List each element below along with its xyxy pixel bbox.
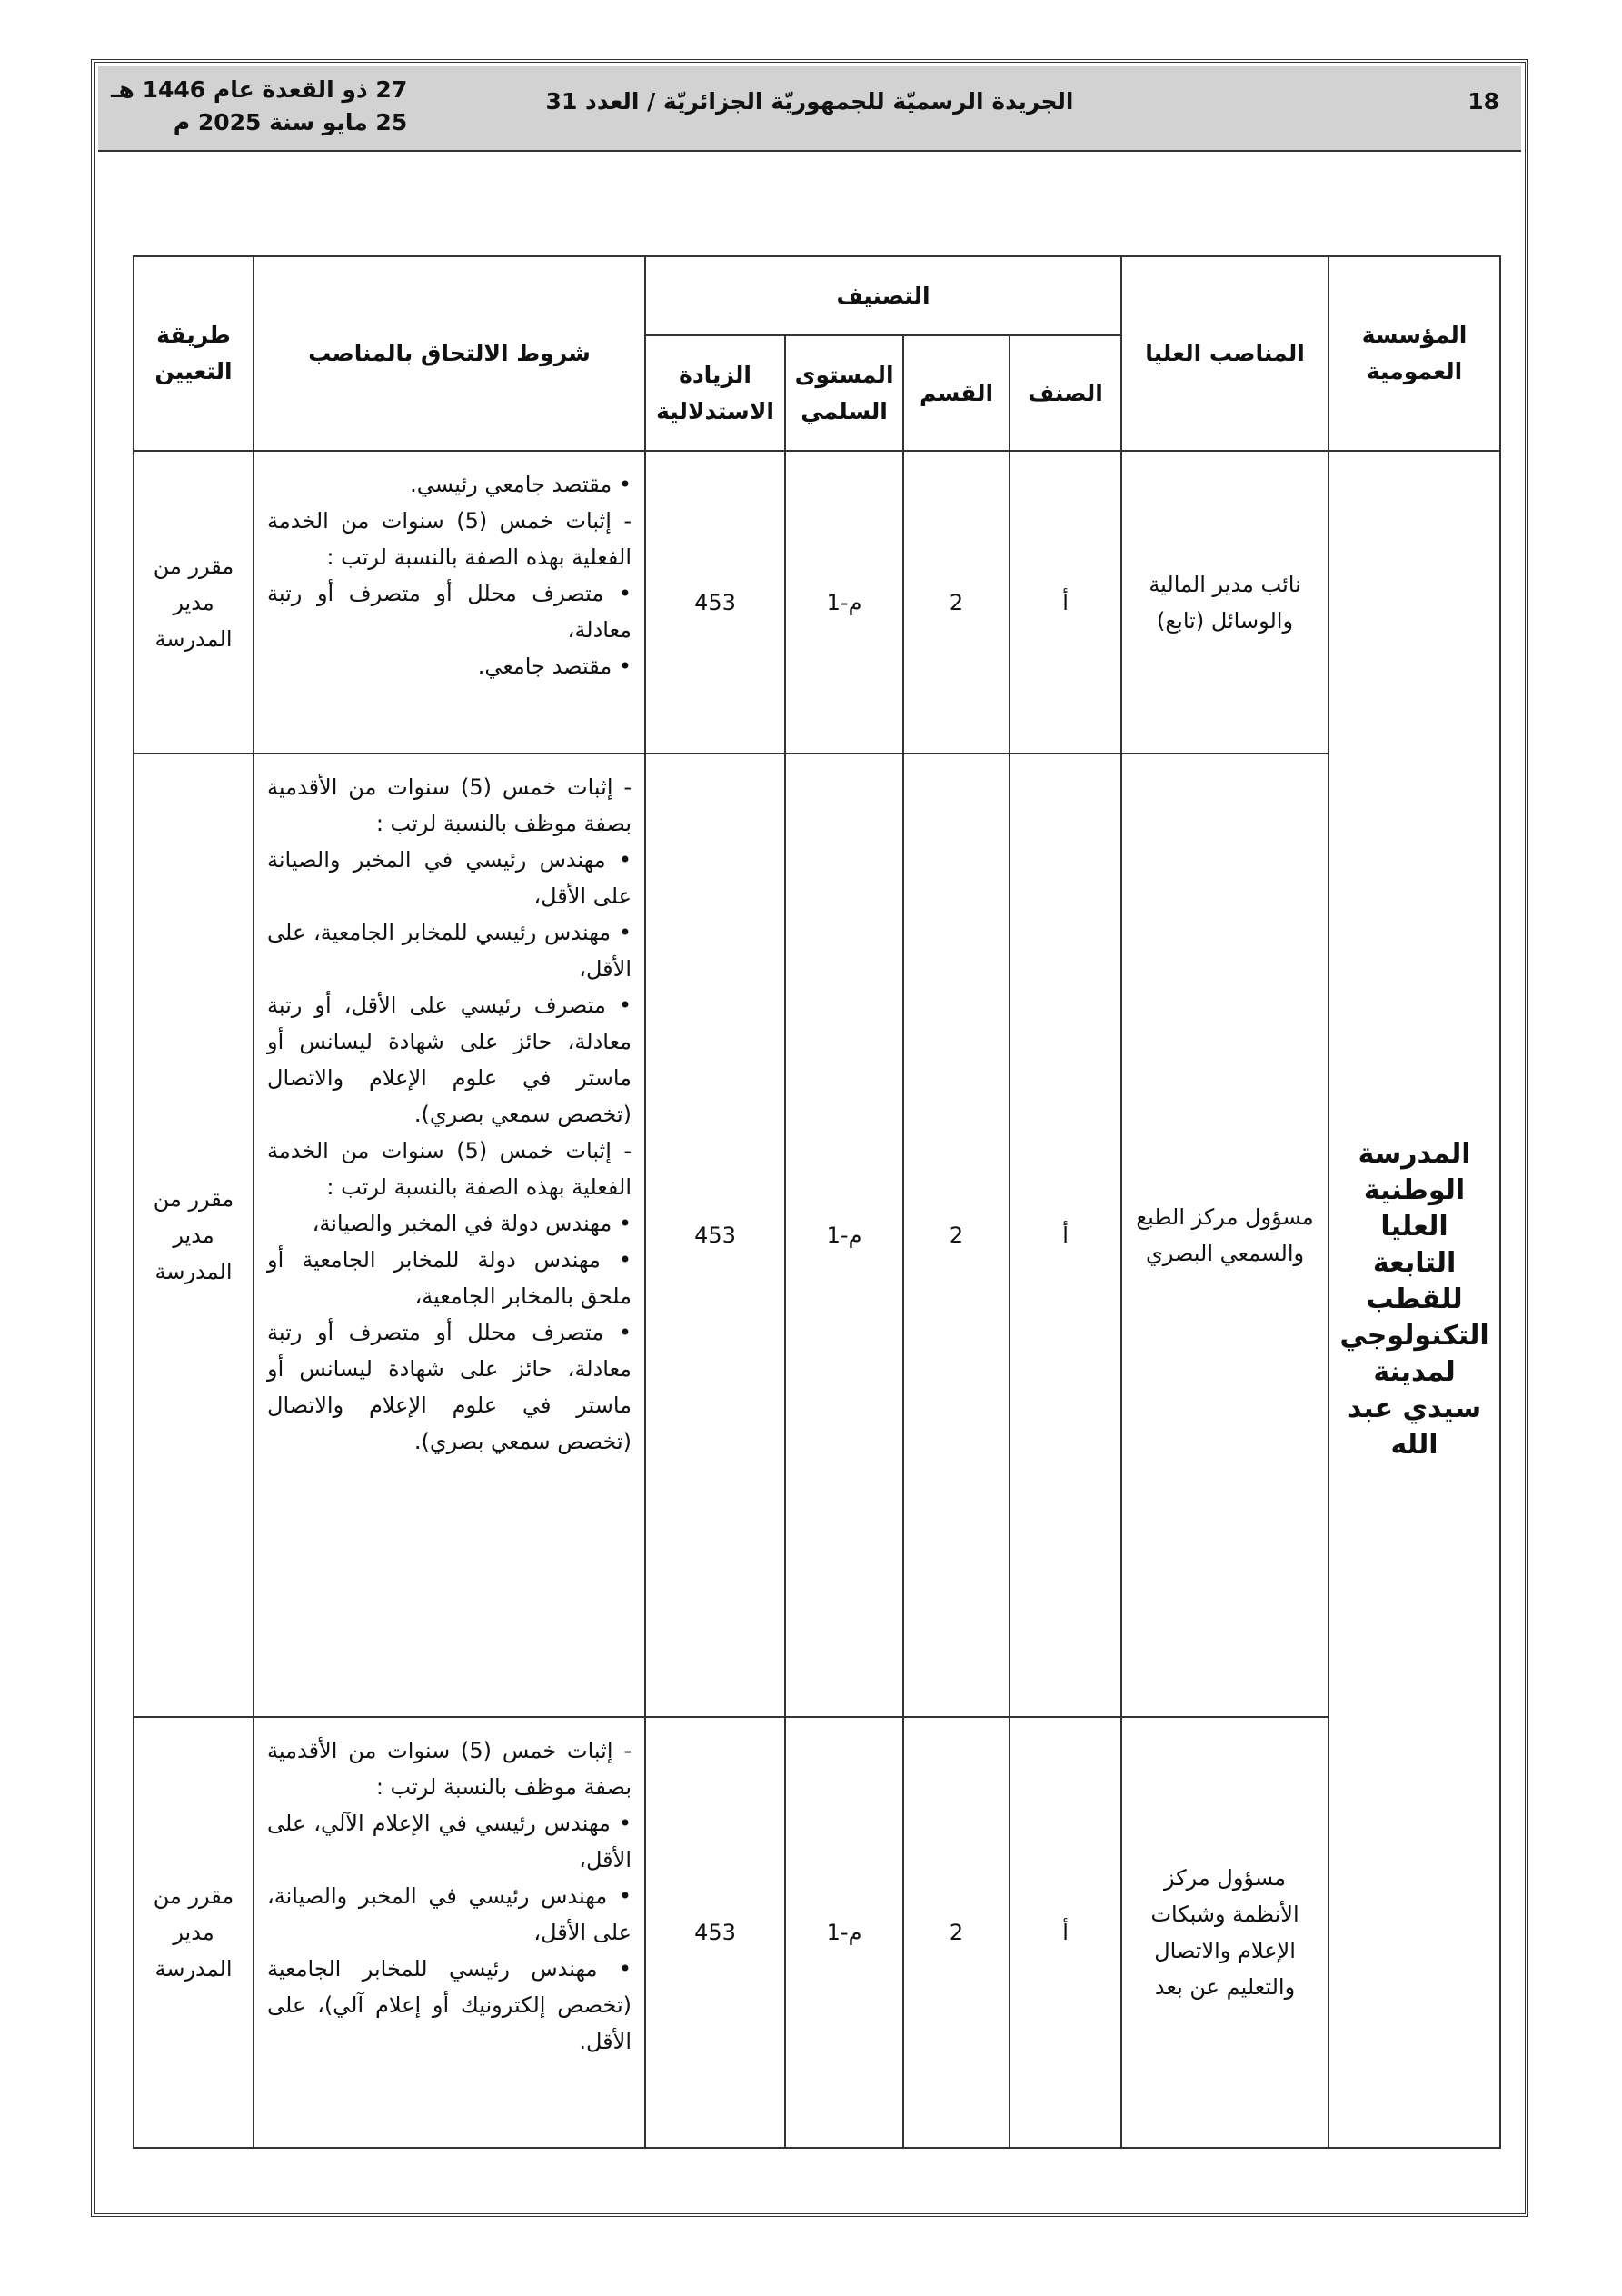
date-hijri: 27 ذو القعدة عام 1446 هـ <box>111 76 408 103</box>
page-number: 18 <box>1468 88 1499 115</box>
condition-item: • مهندس رئيسي في المخبر والصيانة، على ال… <box>267 1883 632 1945</box>
table-body: المدرسة الوطنية العليا التابعة للقطب الت… <box>133 450 1502 2149</box>
header-cell: المستوى السلمي <box>784 334 905 452</box>
table-row: مسؤول مركز الأنظمة وشبكات الإعلام والاتص… <box>133 1716 1500 2149</box>
category-cell: 2 <box>902 450 1011 754</box>
condition-item: • مهندس دولة في المخبر والصيانة، <box>312 1211 632 1236</box>
header-cell: التصنيف <box>643 255 1123 336</box>
position-cell: نائب مدير المالية والوسائل (تابع) <box>1120 450 1330 754</box>
header-cell: شروط الالتحاق بالمناصب <box>253 255 646 452</box>
journal-title: الجريدة الرسميّة للجمهوريّة الجزائريّة /… <box>545 88 1074 115</box>
level-cell: م-1 <box>784 450 905 754</box>
condition-item: - إثبات خمس (5) سنوات من الأقدمية بصفة م… <box>267 774 632 836</box>
header-cell: القسم <box>902 334 1011 452</box>
date-gregorian: 25 مايو سنة 2025 م <box>173 109 408 135</box>
page-frame: 18 الجريدة الرسميّة للجمهوريّة الجزائريّ… <box>91 59 1528 2217</box>
method-cell: مقرر من مدير المدرسة <box>133 450 254 754</box>
header-cell: المؤسسة العمومية <box>1328 255 1502 452</box>
condition-item: • مهندس رئيسي للمخابر الجامعية (تخصص إلك… <box>267 1956 632 2054</box>
condition-item: • مهندس رئيسي للمخابر الجامعية، على الأق… <box>267 920 632 982</box>
class-cell: أ <box>1009 450 1123 754</box>
header-cell: الزيادة الاستدلالية <box>643 334 787 452</box>
conditions-cell: - إثبات خمس (5) سنوات من الأقدمية بصفة م… <box>253 753 646 1718</box>
index-cell: 453 <box>643 1716 787 2149</box>
index-cell: 453 <box>643 753 787 1718</box>
header-cell: طريقة التعيين <box>133 255 254 452</box>
header-cell: المناصب العليا <box>1120 255 1330 452</box>
conditions-cell: • مقتصد جامعي رئيسي. - إثبات خمس (5) سنوا… <box>253 450 646 754</box>
conditions-cell: - إثبات خمس (5) سنوات من الأقدمية بصفة م… <box>253 1716 646 2149</box>
table-row: المدرسة الوطنية العليا التابعة للقطب الت… <box>133 450 1502 2149</box>
dates: 27 ذو القعدة عام 1446 هـ 25 مايو سنة 202… <box>111 74 407 139</box>
positions-table: المؤسسة العمومية المناصب العليا التصنيف … <box>133 255 1502 2149</box>
condition-item: • مهندس دولة للمخابر الجامعية أو ملحق با… <box>267 1247 632 1309</box>
level-cell: م-1 <box>784 753 905 1718</box>
condition-item: - إثبات خمس (5) سنوات من الخدمة الفعلية … <box>267 1138 632 1200</box>
condition-item: • مهندس رئيسي في المخبر والصيانة على الأ… <box>267 847 632 909</box>
category-cell: 2 <box>902 1716 1011 2149</box>
position-cell: مسؤول مركز الأنظمة وشبكات الإعلام والاتص… <box>1120 1716 1330 2149</box>
table-row: مسؤول مركز الطبع والسمعي البصري أ 2 م-1 453-… <box>133 753 1500 1718</box>
institution-cell: المدرسة الوطنية العليا التابعة للقطب الت… <box>1328 450 1502 2149</box>
header-band: 18 الجريدة الرسميّة للجمهوريّة الجزائريّ… <box>98 66 1521 152</box>
index-cell: 453 <box>643 450 787 754</box>
header-cell: الصنف <box>1009 334 1123 452</box>
condition-item: - إثبات خمس (5) سنوات من الأقدمية بصفة م… <box>267 1738 632 1800</box>
condition-item: • متصرف رئيسي على الأقل، أو رتبة معادلة،… <box>267 993 632 1127</box>
class-cell: أ <box>1009 753 1123 1718</box>
position-cell: مسؤول مركز الطبع والسمعي البصري <box>1120 753 1330 1718</box>
condition-item: - إثبات خمس (5) سنوات من الخدمة الفعلية … <box>267 508 632 570</box>
condition-item: • مقتصد جامعي. <box>477 654 632 679</box>
level-cell: م-1 <box>784 1716 905 2149</box>
category-cell: 2 <box>902 753 1011 1718</box>
method-cell: مقرر من مدير المدرسة <box>133 1716 254 2149</box>
condition-item: • مهندس رئيسي في الإعلام الآلي، على الأق… <box>267 1811 632 1872</box>
condition-item: • متصرف محلل أو متصرف أو رتبة معادلة، <box>267 581 632 643</box>
method-cell: مقرر من مدير المدرسة <box>133 753 254 1718</box>
class-cell: أ <box>1009 1716 1123 2149</box>
condition-item: • مقتصد جامعي رئيسي. <box>410 472 632 497</box>
condition-item: • متصرف محلل أو متصرف أو رتبة معادلة، حا… <box>267 1320 632 1454</box>
